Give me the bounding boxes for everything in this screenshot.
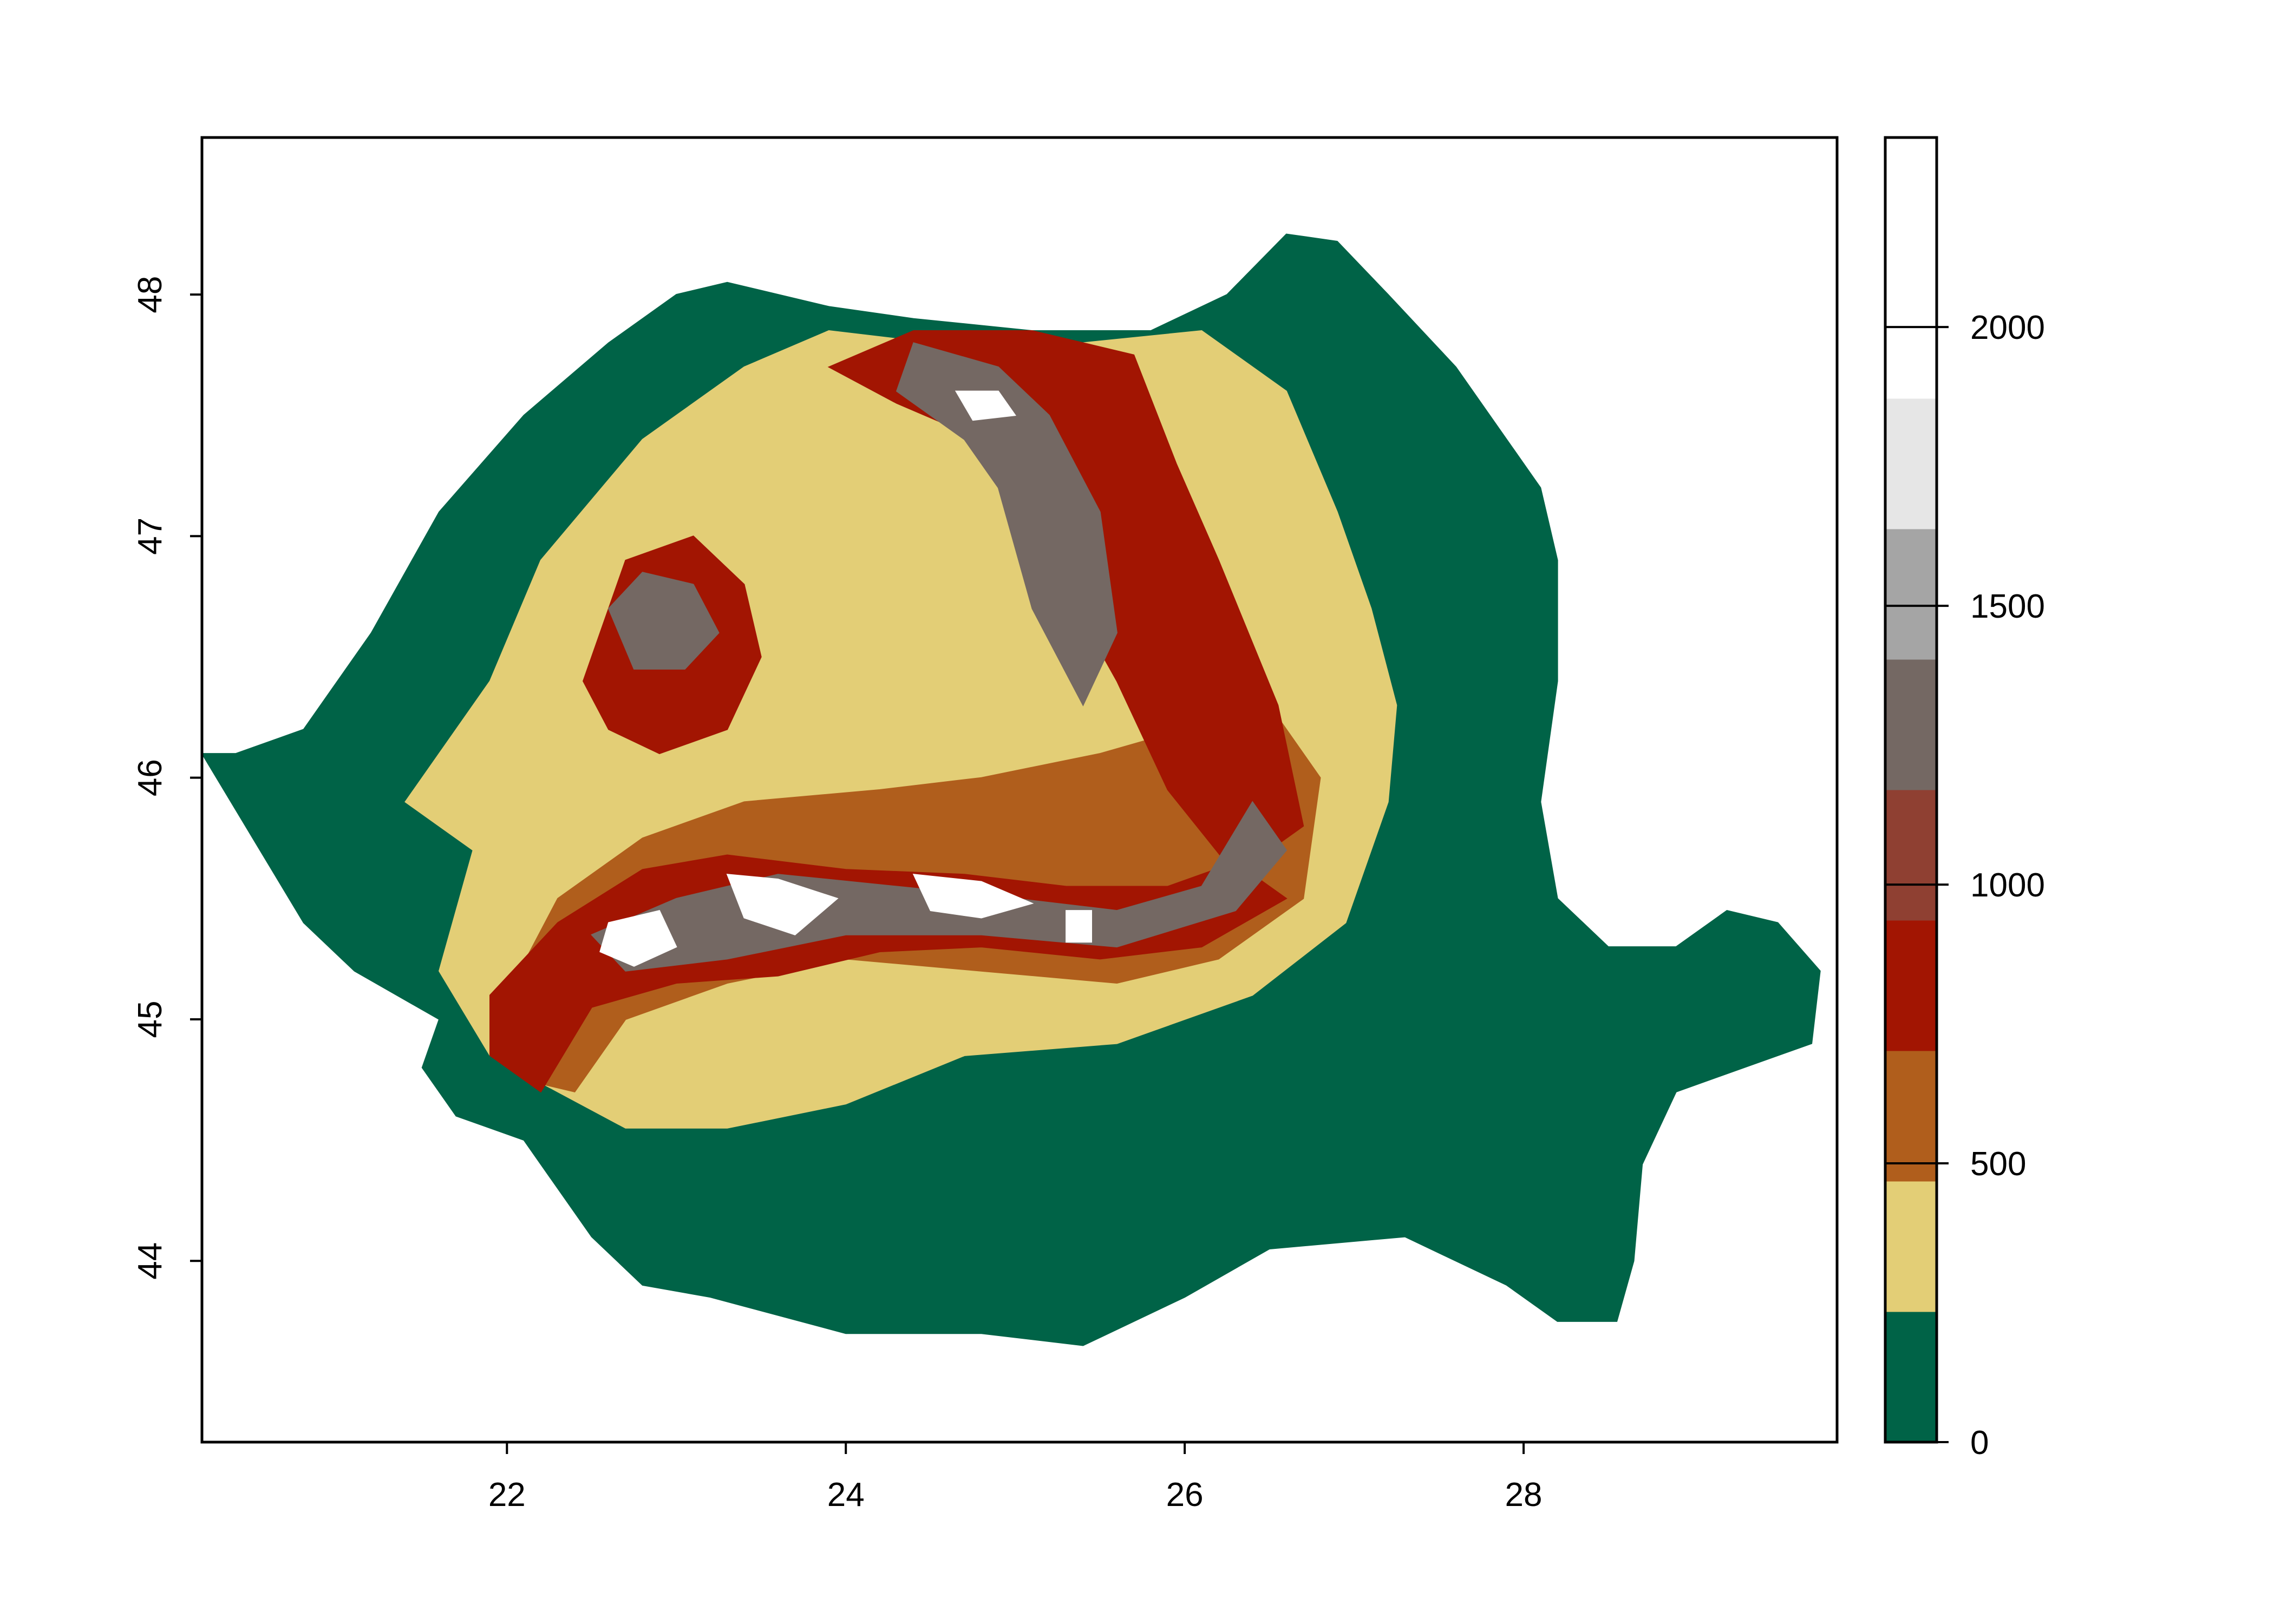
x-axis: 22 24 26 28 [488, 1442, 1543, 1514]
legend-swatch [1885, 1312, 1937, 1443]
elevation-regions [202, 233, 1821, 1346]
legend-tick-label: 500 [1970, 1145, 2026, 1183]
y-tick-label: 45 [132, 1000, 169, 1038]
legend-swatch [1885, 790, 1937, 921]
legend-swatch [1885, 1181, 1937, 1312]
legend-swatch [1885, 920, 1937, 1051]
region-high-peaks [912, 874, 1034, 919]
region-high-peaks [726, 874, 839, 935]
legend-swatch [1885, 398, 1937, 529]
x-tick-label: 26 [1166, 1476, 1204, 1514]
legend-swatch [1885, 529, 1937, 660]
y-tick-label: 48 [132, 276, 169, 313]
y-axis: 44 45 46 47 48 [132, 276, 202, 1280]
region-high-peaks [955, 390, 1016, 421]
y-tick-label: 47 [132, 518, 169, 555]
legend-swatch [1885, 1051, 1937, 1182]
region-eastern-peaks [896, 342, 1118, 707]
y-tick-label: 44 [132, 1242, 169, 1280]
region-apuseni-peaks [607, 572, 720, 670]
legend-tick-label: 1500 [1970, 588, 2045, 625]
legend-tick-label: 1000 [1970, 867, 2045, 904]
x-tick-label: 28 [1505, 1476, 1543, 1514]
region-high-peaks [599, 909, 677, 967]
legend-swatch [1885, 659, 1937, 790]
legend-tick-label: 0 [1970, 1424, 1989, 1462]
legend-swatch [1885, 268, 1937, 399]
x-tick-label: 22 [488, 1476, 526, 1514]
x-tick-label: 24 [827, 1476, 865, 1514]
legend-tick-label: 2000 [1970, 309, 2045, 346]
legend-swatch [1885, 137, 1937, 269]
plot-frame [200, 136, 1839, 1444]
region-southern-peaks [591, 801, 1288, 972]
y-tick-label: 46 [132, 759, 169, 796]
region-high-peaks [1066, 910, 1092, 943]
elevation-legend: 0 500 1000 1500 2000 [1884, 136, 2045, 1462]
